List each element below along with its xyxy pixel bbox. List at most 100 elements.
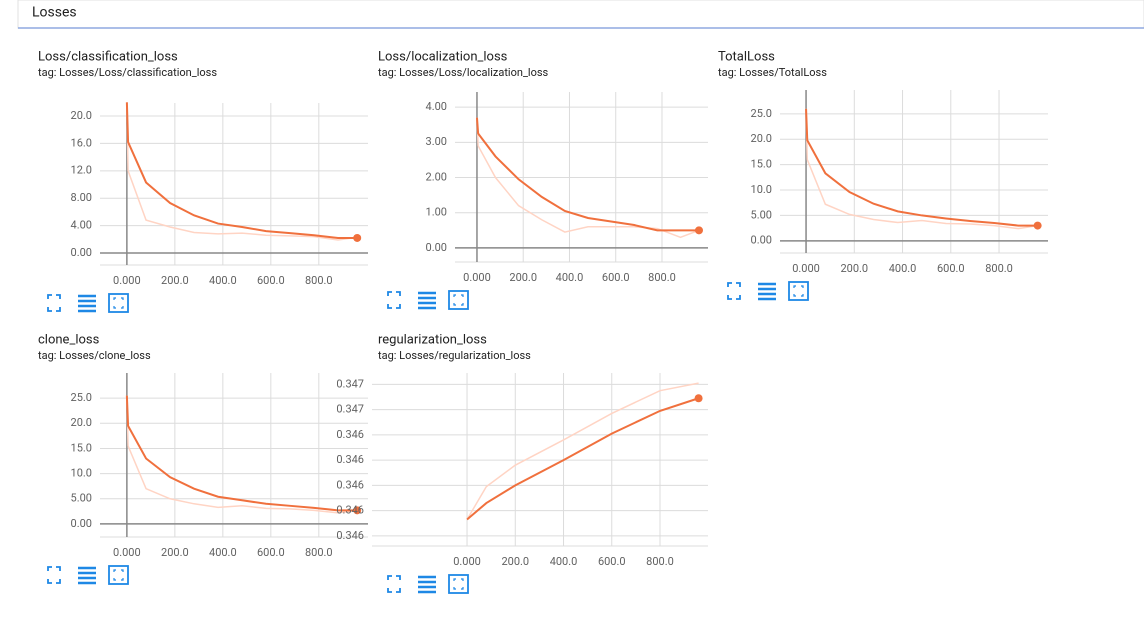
x-tick-label: 0.000 (113, 546, 141, 559)
x-tick-label: 800.0 (305, 546, 333, 559)
series-line (125, 395, 358, 512)
fit-icon-inner (793, 285, 804, 297)
search-box[interactable] (17, 0, 1144, 29)
chart-subtitle: tag: Losses/clone_loss (38, 349, 151, 362)
y-tick-label: 4.00 (71, 219, 92, 232)
data-icon[interactable] (78, 566, 96, 585)
section-title: Losses (32, 5, 77, 21)
y-tick-label: 0.00 (751, 234, 772, 247)
x-tick-label: 0.000 (792, 262, 820, 275)
y-tick-label: 0.346 (336, 504, 364, 517)
x-tick-label: 600.0 (257, 546, 285, 559)
y-tick-label: 8.00 (71, 191, 92, 204)
expand-icon[interactable] (387, 291, 401, 309)
chart-subtitle: tag: Losses/Loss/classification_loss (38, 66, 217, 79)
y-tick-label: 20.0 (71, 109, 92, 122)
x-tick-label: 0.000 (463, 271, 491, 284)
series-line (805, 108, 1038, 227)
chart-title: clone_loss (38, 332, 100, 347)
y-tick-label: 20.0 (751, 132, 772, 145)
y-tick-label: 0.346 (336, 529, 364, 542)
x-tick-label: 400.0 (209, 546, 237, 559)
y-tick-label: 0.347 (336, 377, 364, 390)
chart-title: Loss/localization_loss (378, 49, 508, 64)
y-tick-label: 15.0 (751, 158, 772, 171)
last-point (1033, 221, 1042, 230)
data-icon[interactable] (78, 294, 96, 313)
x-tick-label: 400.0 (550, 555, 578, 568)
x-tick-label: 600.0 (257, 274, 285, 287)
fit-icon[interactable] (108, 293, 129, 313)
x-tick-label: 200.0 (840, 262, 868, 275)
fit-icon-inner (113, 569, 124, 581)
series-line (466, 397, 699, 521)
y-tick-label: 15.0 (71, 441, 92, 454)
fit-icon-inner (453, 578, 464, 590)
chart-subtitle: tag: Losses/Loss/localization_loss (378, 66, 549, 79)
x-tick-label: 800.0 (305, 274, 333, 287)
y-tick-label: 16.0 (71, 136, 92, 149)
fit-icon-inner (453, 294, 464, 306)
y-tick-label: 25.0 (71, 391, 92, 404)
fit-icon[interactable] (788, 281, 809, 301)
chart-title: TotalLoss (718, 49, 775, 64)
series-line (125, 102, 358, 239)
y-tick-label: 0.347 (336, 403, 364, 416)
expand-icon[interactable] (727, 282, 741, 300)
series-line (466, 382, 699, 520)
y-tick-label: 0.346 (336, 478, 364, 491)
series-line (126, 102, 358, 241)
expand-icon[interactable] (47, 566, 61, 584)
last-point (353, 506, 362, 515)
y-tick-label: 0.00 (71, 517, 92, 530)
fit-icon[interactable] (108, 565, 129, 585)
y-tick-label: 3.00 (426, 135, 447, 148)
y-tick-label: 5.00 (751, 208, 772, 221)
fit-icon-inner (113, 297, 124, 309)
y-tick-label: 5.00 (71, 492, 92, 505)
series-line (475, 117, 699, 232)
data-icon[interactable] (418, 575, 436, 594)
series-line (126, 395, 358, 514)
x-tick-label: 400.0 (209, 274, 237, 287)
x-tick-label: 600.0 (602, 271, 630, 284)
x-tick-label: 200.0 (161, 546, 189, 559)
expand-icon[interactable] (387, 575, 401, 593)
chart-title: Loss/classification_loss (38, 49, 178, 64)
x-tick-label: 800.0 (646, 555, 674, 568)
chart-title: regularization_loss (378, 332, 487, 347)
y-tick-label: 12.0 (71, 164, 92, 177)
x-tick-label: 800.0 (648, 271, 676, 284)
y-tick-label: 20.0 (71, 416, 92, 429)
y-tick-label: 0.346 (336, 428, 364, 441)
last-point (353, 233, 362, 242)
y-tick-label: 1.00 (426, 206, 447, 219)
y-tick-label: 0.00 (71, 246, 92, 259)
x-tick-label: 800.0 (985, 262, 1013, 275)
x-tick-label: 0.000 (113, 274, 141, 287)
fit-icon[interactable] (448, 574, 469, 594)
x-tick-label: 600.0 (598, 555, 626, 568)
data-icon[interactable] (758, 282, 776, 301)
fit-icon[interactable] (448, 290, 469, 310)
expand-icon[interactable] (47, 294, 61, 312)
y-tick-label: 25.0 (751, 107, 772, 120)
data-icon[interactable] (418, 291, 436, 310)
last-point (694, 394, 703, 403)
y-tick-label: 0.00 (426, 241, 447, 254)
x-tick-label: 200.0 (161, 274, 189, 287)
chart-subtitle: tag: Losses/regularization_loss (378, 349, 531, 362)
x-tick-label: 600.0 (937, 262, 965, 275)
x-tick-label: 200.0 (509, 271, 537, 284)
y-tick-label: 10.0 (751, 183, 772, 196)
y-tick-label: 10.0 (71, 467, 92, 480)
chart-subtitle: tag: Losses/TotalLoss (718, 66, 827, 79)
series-line (805, 108, 1038, 230)
x-tick-label: 200.0 (501, 555, 529, 568)
y-tick-label: 0.346 (336, 453, 364, 466)
x-tick-label: 400.0 (889, 262, 917, 275)
last-point (694, 226, 703, 235)
y-tick-label: 2.00 (426, 170, 447, 183)
